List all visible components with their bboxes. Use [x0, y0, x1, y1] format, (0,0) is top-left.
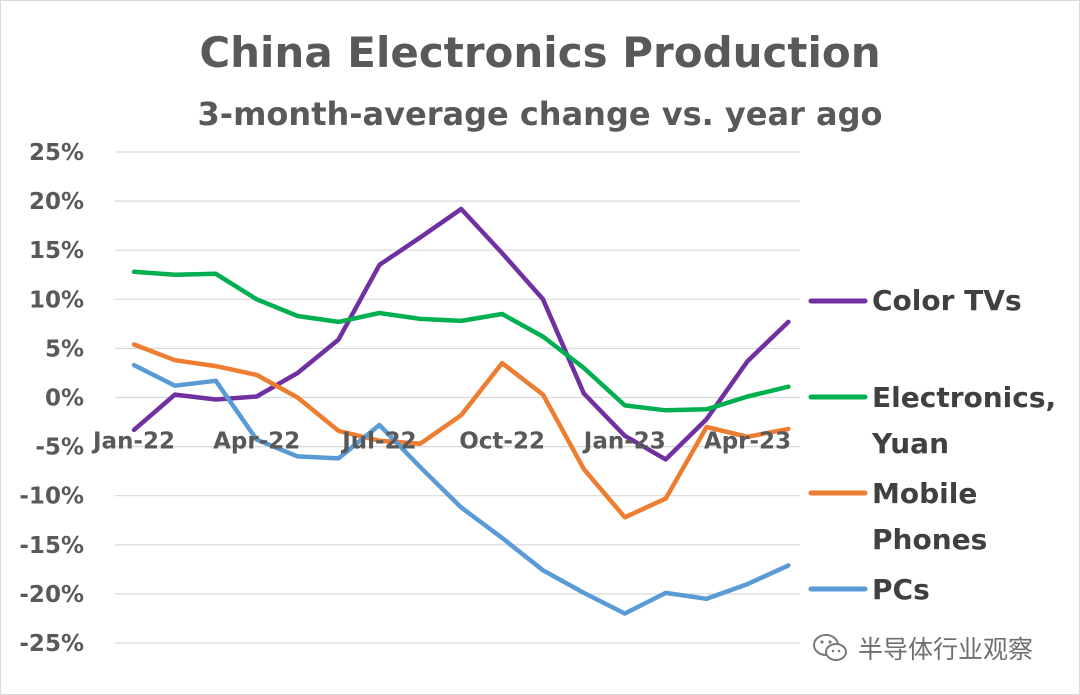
x-axis: Jan-22 Apr-22 Jul-22 Oct-22 Jan-23 Apr-23: [91, 429, 791, 455]
y-tick-label: 25%: [29, 140, 84, 166]
legend-label-electronics-line2: Yuan: [872, 427, 949, 460]
legend-label-mobile-line2: Phones: [872, 523, 988, 556]
chart-title: China Electronics Production: [199, 28, 881, 77]
legend-label-electronics-line1: Electronics,: [872, 381, 1057, 414]
y-tick-label: 20%: [29, 189, 84, 215]
series-line-pcs: [131, 362, 791, 616]
y-tick-label: 15%: [29, 238, 84, 264]
x-tick-label: Apr-22: [213, 429, 300, 455]
watermark-text: 半导体行业观察: [858, 635, 1034, 664]
y-tick-label: 10%: [29, 287, 84, 313]
watermark: 半导体行业观察: [812, 628, 1033, 668]
series-line-mobile-phones: [131, 342, 791, 520]
x-tick-label: Apr-23: [704, 429, 791, 455]
y-tick-label: -20%: [19, 582, 84, 608]
legend-label-pcs: PCs: [872, 573, 930, 606]
legend-swatches: [808, 298, 868, 592]
y-tick-label: 0%: [45, 386, 84, 412]
series-line-color-tvs: [131, 206, 791, 462]
y-axis: 25% 20% 15% 10% 5% 0% -5% -10% -15% -20% -25%: [19, 140, 84, 657]
x-tick-label: Jan-22: [91, 429, 175, 455]
series-lines: [131, 206, 791, 616]
wechat-icon: [813, 634, 847, 661]
x-tick-label: Jan-23: [582, 429, 666, 455]
chart-subtitle: 3-month-average change vs. year ago: [197, 95, 883, 133]
y-tick-label: 5%: [45, 336, 84, 362]
x-tick-label: Jul-22: [340, 429, 416, 455]
y-tick-label: -15%: [19, 533, 84, 559]
legend-label-color-tvs: Color TVs: [872, 284, 1022, 317]
y-tick-label: -5%: [35, 435, 84, 461]
y-tick-label: -25%: [19, 631, 84, 657]
legend-label-mobile-line1: Mobile: [872, 477, 978, 510]
x-tick-label: Oct-22: [459, 429, 545, 455]
series-line-electronics-yuan: [131, 269, 791, 413]
y-tick-label: -10%: [19, 484, 84, 510]
